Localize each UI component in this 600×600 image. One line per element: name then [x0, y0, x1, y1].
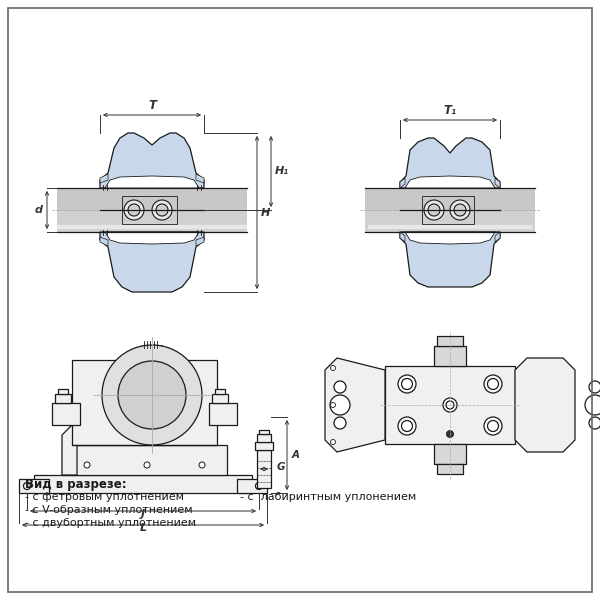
Circle shape [156, 204, 168, 216]
Bar [55, 394, 71, 403]
Circle shape [102, 345, 202, 445]
Bar [422, 196, 474, 224]
Circle shape [446, 431, 454, 437]
Polygon shape [100, 237, 108, 246]
Text: G: G [277, 462, 286, 472]
Circle shape [589, 381, 600, 393]
Text: T₁: T₁ [443, 104, 457, 117]
Bar [142, 345, 162, 348]
Circle shape [484, 375, 502, 393]
Circle shape [128, 204, 140, 216]
Bar [257, 434, 271, 442]
Circle shape [398, 417, 416, 435]
Circle shape [585, 395, 600, 415]
Circle shape [124, 200, 144, 220]
Circle shape [446, 401, 454, 409]
Bar [34, 475, 252, 493]
Bar [57, 210, 247, 232]
Bar [437, 464, 463, 474]
Bar [72, 360, 217, 445]
Bar [365, 210, 535, 232]
Text: L: L [139, 523, 146, 533]
Circle shape [487, 421, 499, 431]
Polygon shape [400, 178, 405, 188]
Bar [52, 403, 80, 425]
Text: T: T [148, 99, 156, 112]
Circle shape [589, 417, 600, 429]
Circle shape [443, 398, 457, 412]
Circle shape [331, 365, 335, 370]
Circle shape [450, 200, 470, 220]
Circle shape [334, 381, 346, 393]
Polygon shape [100, 174, 108, 183]
Bar [122, 196, 177, 224]
Circle shape [331, 403, 335, 407]
Circle shape [144, 462, 150, 468]
Bar [257, 450, 271, 488]
Text: d: d [35, 205, 43, 215]
Circle shape [256, 482, 263, 490]
Polygon shape [325, 358, 385, 452]
Text: A: A [292, 450, 300, 460]
Circle shape [199, 462, 205, 468]
Circle shape [331, 439, 335, 445]
Text: J: J [141, 509, 145, 519]
Circle shape [118, 361, 186, 429]
Bar [365, 188, 535, 210]
Bar [212, 394, 228, 403]
Bar [19, 479, 49, 493]
Polygon shape [100, 133, 204, 188]
Bar [385, 366, 515, 444]
Bar [57, 188, 247, 210]
Polygon shape [495, 232, 500, 242]
Text: H: H [261, 208, 270, 217]
Polygon shape [515, 358, 575, 452]
Polygon shape [196, 237, 204, 246]
Text: - с V-образным уплотнением: - с V-образным уплотнением [25, 505, 193, 515]
Text: - с  лабиринтным уплонением: - с лабиринтным уплонением [240, 492, 416, 502]
Polygon shape [62, 420, 77, 475]
Bar [58, 389, 68, 394]
Bar [209, 403, 237, 425]
Polygon shape [100, 232, 204, 292]
Bar [237, 479, 267, 493]
Bar [62, 445, 227, 475]
Polygon shape [196, 174, 204, 183]
Circle shape [454, 204, 466, 216]
Circle shape [84, 462, 90, 468]
Circle shape [152, 200, 172, 220]
Polygon shape [400, 232, 500, 287]
Circle shape [334, 417, 346, 429]
Polygon shape [400, 138, 500, 188]
Bar [434, 444, 466, 464]
Text: - с двубортным уплотнением: - с двубортным уплотнением [25, 518, 196, 528]
Polygon shape [405, 176, 495, 188]
Circle shape [330, 395, 350, 415]
Polygon shape [495, 178, 500, 188]
Bar [255, 442, 273, 450]
Circle shape [401, 421, 413, 431]
Polygon shape [105, 232, 199, 244]
Polygon shape [405, 232, 495, 244]
Polygon shape [105, 176, 199, 188]
Circle shape [398, 375, 416, 393]
Polygon shape [400, 232, 405, 242]
Bar [259, 430, 269, 434]
Circle shape [424, 200, 444, 220]
Bar [215, 389, 225, 394]
Bar [144, 348, 160, 360]
Text: Вид в разрезе:: Вид в разрезе: [25, 478, 127, 491]
Circle shape [23, 482, 31, 490]
Bar [434, 346, 466, 366]
Text: H₁: H₁ [275, 166, 289, 176]
Bar [437, 336, 463, 346]
Circle shape [487, 379, 499, 389]
Text: - с фетровым уплотнением: - с фетровым уплотнением [25, 492, 184, 502]
Circle shape [428, 204, 440, 216]
Circle shape [484, 417, 502, 435]
Circle shape [401, 379, 413, 389]
